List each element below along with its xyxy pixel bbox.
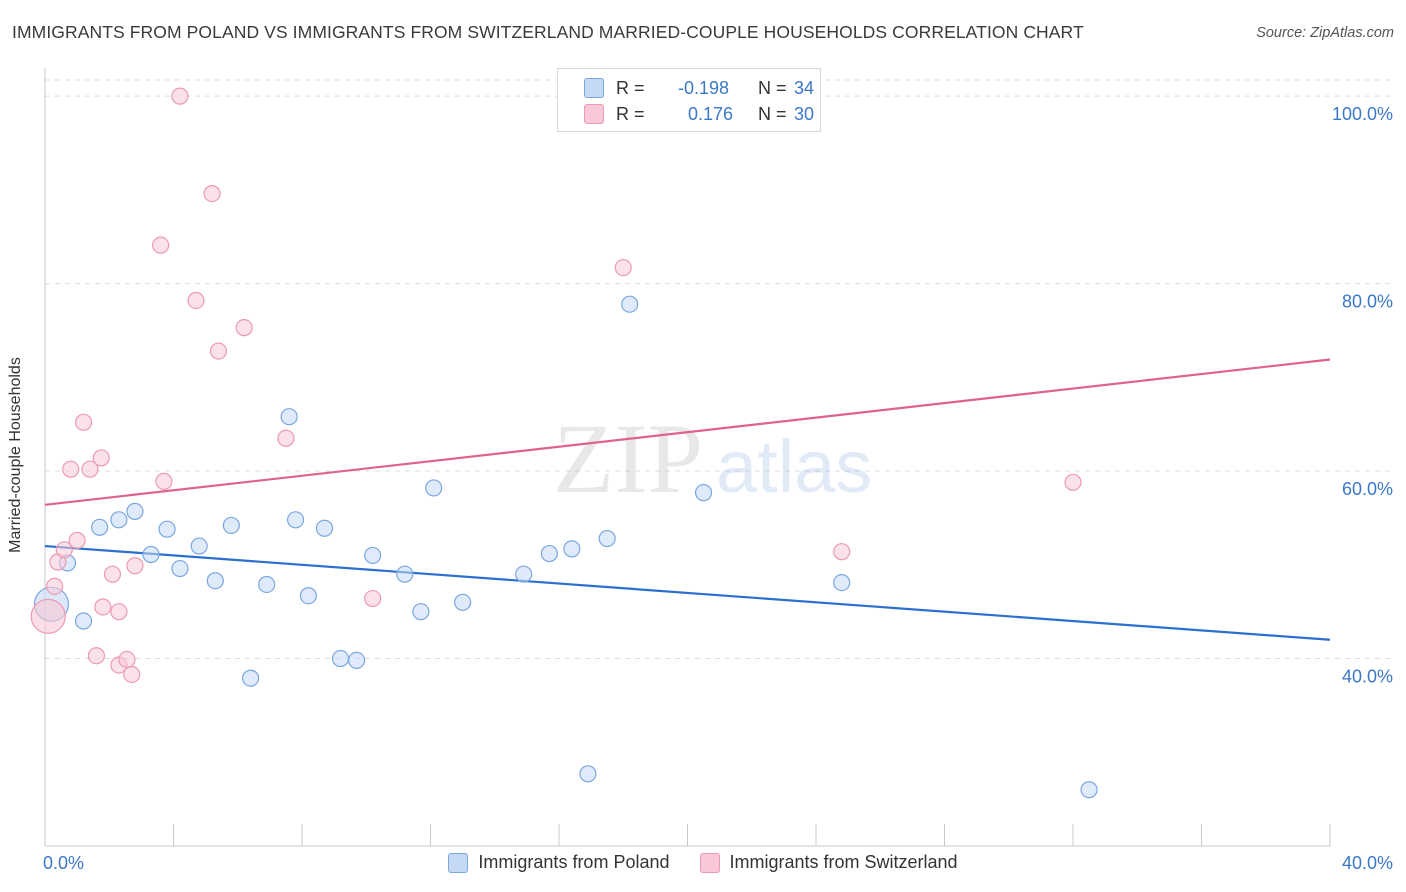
poland-point — [694, 484, 713, 502]
poland-point — [74, 612, 93, 630]
switzerland-point — [68, 531, 86, 550]
switzerland-point — [187, 291, 205, 310]
poland-point — [126, 502, 144, 520]
y-tick-label: 60.0% — [1342, 479, 1393, 499]
poland-point — [171, 559, 189, 578]
poland-point — [222, 516, 240, 535]
switzerland-legend-swatch — [699, 852, 720, 873]
poland-point — [563, 540, 581, 558]
poland-point — [110, 511, 128, 529]
switzerland-point — [155, 472, 173, 490]
poland-point — [242, 669, 260, 687]
poland-point — [299, 587, 318, 605]
poland-point — [579, 765, 597, 783]
poland-point — [206, 572, 224, 590]
stats-row-switzerland: R = 0.176 N = 30 — [584, 101, 814, 127]
switzerland-point — [171, 87, 189, 105]
switzerland-point — [203, 185, 221, 203]
data-points — [30, 87, 1098, 799]
source-label: Source: ZipAtlas.com — [1256, 25, 1394, 41]
switzerland-point — [364, 589, 382, 608]
poland-point — [621, 295, 639, 313]
tick-labels: 40.0% 60.0% 80.0% 100.0% 0.0% 40.0% — [43, 104, 1393, 873]
poland-point — [91, 518, 109, 536]
switzerland-swatch — [584, 104, 604, 124]
switzerland-point — [94, 598, 112, 616]
switzerland-point — [123, 665, 141, 684]
poland-point — [598, 529, 616, 548]
switzerland-point — [92, 449, 110, 467]
n-value: 34 — [794, 77, 815, 98]
legend-label: Immigrants from Poland — [478, 852, 670, 872]
x-tick-label: 0.0% — [43, 853, 84, 873]
poland-trend-line — [44, 544, 1331, 641]
axes — [44, 68, 1331, 847]
switzerland-point — [118, 650, 136, 669]
poland-point — [364, 546, 382, 565]
switzerland-point — [30, 598, 66, 634]
switzerland-point — [81, 460, 99, 478]
x-tick-label: 40.0% — [1342, 853, 1393, 873]
n-label: N = — [758, 103, 787, 124]
y-axis-label: Married-couple Households — [7, 357, 24, 553]
poland-point — [515, 565, 533, 583]
watermark: ZIP atlas — [553, 403, 872, 514]
trend-lines — [44, 358, 1331, 641]
poland-point — [833, 574, 851, 592]
legend-label: Immigrants from Switzerland — [729, 852, 958, 872]
poland-point — [258, 575, 276, 594]
legend-item-poland: Immigrants from Poland — [448, 852, 670, 873]
switzerland-point — [74, 413, 93, 431]
y-tick-label: 80.0% — [1342, 292, 1393, 312]
gridlines — [45, 79, 1395, 660]
poland-point — [540, 544, 558, 563]
poland-swatch — [584, 78, 604, 98]
switzerland-point — [277, 429, 295, 447]
switzerland-point — [55, 541, 73, 559]
poland-point — [1080, 781, 1098, 799]
legend-item-switzerland: Immigrants from Switzerland — [699, 852, 958, 873]
switzerland-point — [1064, 473, 1082, 491]
poland-point — [331, 649, 350, 668]
switzerland-point — [152, 236, 170, 254]
switzerland-point — [833, 543, 851, 561]
switzerland-point — [614, 259, 632, 277]
watermark-zip: ZIP — [553, 403, 703, 514]
switzerland-point — [87, 647, 106, 665]
poland-point — [286, 511, 305, 529]
watermark-atlas: atlas — [716, 425, 872, 508]
stats-legend: R = -0.198 N = 34 R = 0.176 N = 30 — [557, 68, 821, 132]
r-value: 0.176 — [688, 103, 734, 124]
switzerland-point — [103, 565, 122, 583]
series-legend: Immigrants from Poland Immigrants from S… — [0, 852, 1406, 873]
switzerland-point — [46, 577, 64, 595]
poland-point — [190, 537, 208, 555]
poland-point — [412, 603, 430, 621]
switzerland-point — [126, 557, 144, 575]
poland-point — [315, 519, 334, 537]
poland-legend-swatch — [448, 852, 469, 873]
switzerland-point — [209, 342, 228, 360]
poland-point — [280, 408, 298, 426]
switzerland-trend-line — [44, 358, 1331, 506]
n-value: 30 — [794, 103, 815, 124]
r-label: R = — [616, 103, 645, 124]
switzerland-point — [235, 319, 253, 337]
y-tick-label: 100.0% — [1332, 104, 1393, 124]
y-tick-label: 40.0% — [1342, 667, 1393, 687]
poland-point — [396, 565, 414, 583]
chart-title: IMMIGRANTS FROM POLAND VS IMMIGRANTS FRO… — [12, 22, 1084, 42]
n-label: N = — [758, 77, 787, 98]
r-label: R = — [616, 77, 645, 98]
stats-row-poland: R = -0.198 N = 34 — [584, 75, 814, 101]
r-value: -0.198 — [678, 77, 730, 98]
poland-point — [158, 520, 176, 538]
switzerland-point — [62, 460, 80, 478]
poland-point — [348, 651, 366, 670]
poland-point — [425, 479, 443, 497]
poland-point — [454, 593, 472, 611]
switzerland-point — [110, 603, 128, 621]
poland-point — [142, 545, 160, 564]
